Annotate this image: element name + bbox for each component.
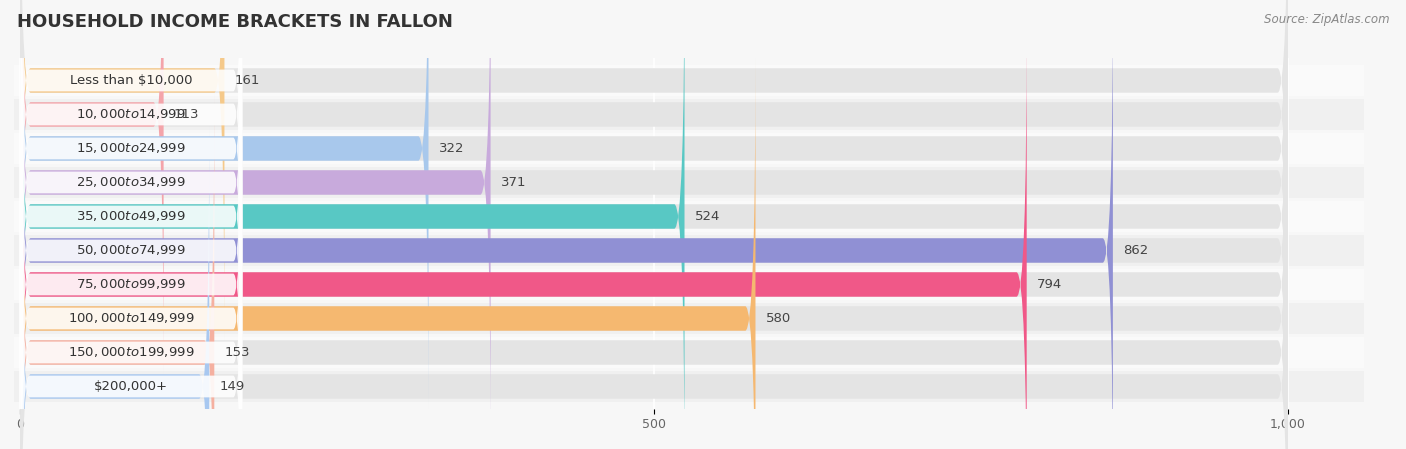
FancyBboxPatch shape [21, 92, 214, 449]
Text: $10,000 to $14,999: $10,000 to $14,999 [76, 107, 186, 122]
FancyBboxPatch shape [21, 125, 242, 449]
FancyBboxPatch shape [21, 0, 1288, 449]
FancyBboxPatch shape [21, 0, 1288, 442]
FancyBboxPatch shape [21, 0, 242, 444]
FancyBboxPatch shape [21, 159, 242, 449]
Text: $50,000 to $74,999: $50,000 to $74,999 [76, 243, 186, 257]
FancyBboxPatch shape [21, 92, 1288, 449]
FancyBboxPatch shape [21, 0, 242, 342]
FancyBboxPatch shape [21, 0, 1288, 408]
FancyBboxPatch shape [21, 59, 1288, 449]
FancyBboxPatch shape [21, 0, 1288, 449]
Text: $200,000+: $200,000+ [94, 380, 169, 393]
Text: $150,000 to $199,999: $150,000 to $199,999 [67, 345, 194, 360]
Text: $100,000 to $149,999: $100,000 to $149,999 [67, 312, 194, 326]
Bar [14, 167, 1364, 198]
Bar [14, 65, 1364, 96]
Text: 524: 524 [695, 210, 720, 223]
Text: 862: 862 [1123, 244, 1149, 257]
Text: $15,000 to $24,999: $15,000 to $24,999 [76, 141, 186, 155]
Bar [14, 99, 1364, 130]
Bar [14, 269, 1364, 300]
FancyBboxPatch shape [21, 0, 242, 308]
Text: Less than $10,000: Less than $10,000 [70, 74, 193, 87]
FancyBboxPatch shape [21, 57, 242, 449]
Bar [14, 201, 1364, 232]
Bar [14, 337, 1364, 368]
Text: 149: 149 [219, 380, 245, 393]
FancyBboxPatch shape [21, 0, 491, 442]
Text: $35,000 to $49,999: $35,000 to $49,999 [76, 210, 186, 224]
Text: $25,000 to $34,999: $25,000 to $34,999 [76, 176, 186, 189]
FancyBboxPatch shape [21, 0, 163, 374]
Text: $75,000 to $99,999: $75,000 to $99,999 [76, 277, 186, 291]
Text: HOUSEHOLD INCOME BRACKETS IN FALLON: HOUSEHOLD INCOME BRACKETS IN FALLON [17, 13, 453, 31]
Text: 161: 161 [235, 74, 260, 87]
FancyBboxPatch shape [21, 0, 429, 408]
FancyBboxPatch shape [21, 0, 225, 340]
FancyBboxPatch shape [21, 25, 1288, 449]
Bar [14, 371, 1364, 402]
Text: 371: 371 [501, 176, 526, 189]
FancyBboxPatch shape [21, 91, 242, 449]
FancyBboxPatch shape [21, 25, 1026, 449]
FancyBboxPatch shape [21, 127, 209, 449]
Text: 794: 794 [1036, 278, 1062, 291]
FancyBboxPatch shape [21, 127, 1288, 449]
Bar [14, 235, 1364, 266]
FancyBboxPatch shape [21, 23, 242, 449]
Text: Source: ZipAtlas.com: Source: ZipAtlas.com [1264, 13, 1389, 26]
FancyBboxPatch shape [21, 0, 685, 449]
Text: 322: 322 [439, 142, 464, 155]
Text: 113: 113 [174, 108, 200, 121]
FancyBboxPatch shape [21, 0, 242, 409]
Bar [14, 303, 1364, 334]
FancyBboxPatch shape [21, 0, 1288, 340]
FancyBboxPatch shape [21, 0, 1288, 374]
Text: 153: 153 [225, 346, 250, 359]
Text: 580: 580 [766, 312, 790, 325]
FancyBboxPatch shape [21, 0, 242, 376]
FancyBboxPatch shape [21, 59, 755, 449]
FancyBboxPatch shape [21, 0, 1114, 449]
Bar [14, 133, 1364, 164]
